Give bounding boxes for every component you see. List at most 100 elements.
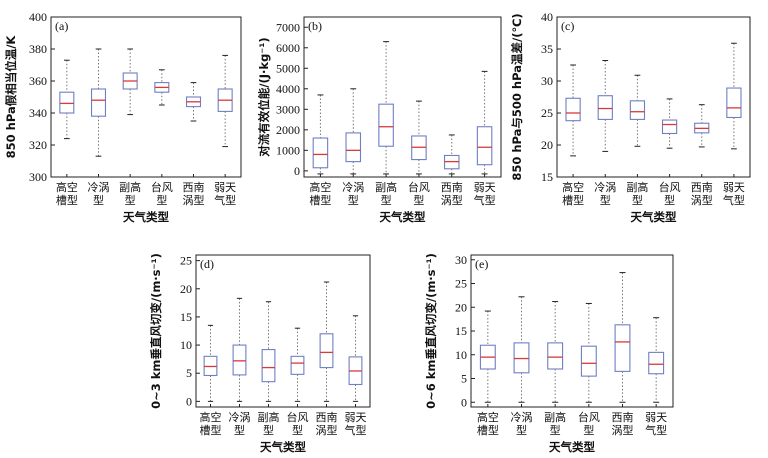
y-tick-label: 380 bbox=[29, 42, 47, 56]
x-axis-title: 天气类型 bbox=[631, 210, 677, 224]
box-6 bbox=[476, 70, 493, 175]
y-tick-label: 30 bbox=[455, 253, 467, 267]
x-category-label: 台风 bbox=[151, 180, 173, 194]
x-category-label: 型 bbox=[600, 193, 611, 207]
y-axis-title: 对流有效位能/(J·kg⁻¹) bbox=[257, 37, 271, 156]
box-iqr bbox=[614, 324, 631, 372]
box-6 bbox=[726, 42, 742, 150]
y-tick-label: 1000 bbox=[276, 143, 300, 157]
box-3 bbox=[547, 301, 564, 403]
y-tick-label: 35 bbox=[541, 42, 553, 56]
panel-label: (e) bbox=[475, 257, 488, 271]
box-iqr bbox=[290, 355, 305, 375]
x-category-label: 型 bbox=[664, 193, 675, 207]
x-category-label: 冷涡 bbox=[88, 181, 110, 194]
x-category-label: 西南 bbox=[441, 181, 463, 194]
box-4 bbox=[580, 302, 597, 403]
x-category-label: 气型 bbox=[645, 423, 667, 437]
x-category-label: 槽型 bbox=[56, 193, 78, 207]
chart-panel: 300320340360380400高空槽型冷涡型副高型台风型西南涡型弱天气型(… bbox=[4, 10, 242, 224]
x-category-label: 西南 bbox=[612, 411, 634, 424]
x-category-label: 西南 bbox=[691, 181, 713, 194]
y-tick-label: 300 bbox=[29, 170, 47, 184]
x-category-label: 气型 bbox=[723, 193, 745, 207]
box-1 bbox=[203, 324, 218, 402]
panel-label: (c) bbox=[561, 19, 574, 33]
x-category-label: 冷涡 bbox=[594, 181, 616, 194]
y-tick-label: 40 bbox=[541, 10, 553, 24]
y-tick-label: 0 bbox=[461, 395, 467, 409]
x-category-label: 涡型 bbox=[691, 193, 713, 207]
y-tick-label: 3000 bbox=[276, 102, 300, 116]
x-category-label: 型 bbox=[263, 423, 274, 437]
box-iqr bbox=[648, 351, 665, 375]
y-tick-label: 15 bbox=[541, 170, 553, 184]
box-iqr bbox=[513, 342, 530, 374]
x-category-label: 型 bbox=[550, 423, 561, 437]
x-category-label: 型 bbox=[516, 423, 527, 437]
x-category-label: 副高 bbox=[626, 180, 648, 194]
y-tick-label: 15 bbox=[455, 324, 467, 338]
x-category-label: 涡型 bbox=[612, 423, 634, 437]
y-tick-label: 10 bbox=[180, 338, 192, 352]
x-category-label: 槽型 bbox=[562, 193, 584, 207]
box-5 bbox=[614, 272, 631, 403]
x-category-label: 副高 bbox=[375, 180, 397, 194]
plot-frame bbox=[556, 16, 751, 178]
x-category-label: 型 bbox=[156, 193, 167, 207]
y-tick-label: 20 bbox=[455, 300, 467, 314]
x-category-label: 副高 bbox=[258, 410, 280, 424]
box-2 bbox=[597, 60, 613, 152]
y-tick-label: 30 bbox=[541, 74, 553, 88]
x-axis-title: 天气类型 bbox=[380, 210, 426, 224]
box-4 bbox=[661, 98, 678, 149]
y-tick-label: 5 bbox=[461, 372, 467, 386]
x-category-label: 型 bbox=[413, 193, 424, 207]
x-category-label: 西南 bbox=[183, 181, 205, 194]
x-category-label: 型 bbox=[125, 193, 136, 207]
x-category-label: 槽型 bbox=[200, 423, 222, 437]
x-category-label: 高空 bbox=[309, 180, 331, 194]
x-category-label: 型 bbox=[632, 193, 643, 207]
y-axis-title: 850 hPa假相当位温/K bbox=[4, 35, 18, 159]
y-tick-label: 20 bbox=[541, 138, 553, 152]
box-iqr bbox=[661, 119, 678, 135]
x-category-label: 槽型 bbox=[309, 193, 331, 207]
box-4 bbox=[154, 69, 170, 106]
box-iqr bbox=[232, 344, 247, 376]
y-tick-label: 4000 bbox=[276, 82, 300, 96]
x-category-label: 槽型 bbox=[477, 423, 499, 437]
box-iqr bbox=[345, 132, 362, 163]
x-category-label: 台风 bbox=[578, 410, 600, 424]
x-category-label: 型 bbox=[234, 423, 245, 437]
box-iqr bbox=[565, 97, 581, 122]
y-tick-label: 320 bbox=[29, 138, 47, 152]
x-category-label: 副高 bbox=[119, 180, 141, 194]
box-6 bbox=[348, 315, 363, 402]
x-category-label: 冷涡 bbox=[229, 411, 251, 424]
x-category-label: 弱天 bbox=[345, 411, 367, 424]
box-1 bbox=[479, 310, 496, 403]
y-tick-label: 2000 bbox=[276, 123, 300, 137]
y-tick-label: 0 bbox=[294, 164, 300, 178]
x-category-label: 副高 bbox=[544, 410, 566, 424]
panel-label: (d) bbox=[200, 257, 214, 271]
panel-label: (a) bbox=[55, 19, 68, 33]
chart-panel: 152025303540高空槽型冷涡型副高型台风型西南涡型弱天气型(c)天气类型… bbox=[510, 10, 751, 224]
box-iqr bbox=[378, 103, 394, 147]
y-tick-label: 20 bbox=[180, 282, 192, 296]
box-iqr bbox=[597, 95, 613, 120]
box-iqr bbox=[319, 333, 334, 369]
x-category-label: 气型 bbox=[214, 193, 236, 207]
x-category-label: 型 bbox=[583, 423, 594, 437]
box-6 bbox=[217, 54, 233, 148]
box-iqr bbox=[312, 137, 329, 169]
box-5 bbox=[319, 281, 334, 402]
x-category-label: 型 bbox=[292, 423, 303, 437]
x-category-label: 型 bbox=[381, 193, 392, 207]
chart-panel: 01000200030004000500060007000高空槽型冷涡型副高型台… bbox=[257, 16, 502, 224]
box-iqr bbox=[476, 126, 493, 166]
y-tick-label: 360 bbox=[29, 74, 47, 88]
y-tick-label: 25 bbox=[180, 254, 192, 268]
x-category-label: 气型 bbox=[345, 423, 367, 437]
